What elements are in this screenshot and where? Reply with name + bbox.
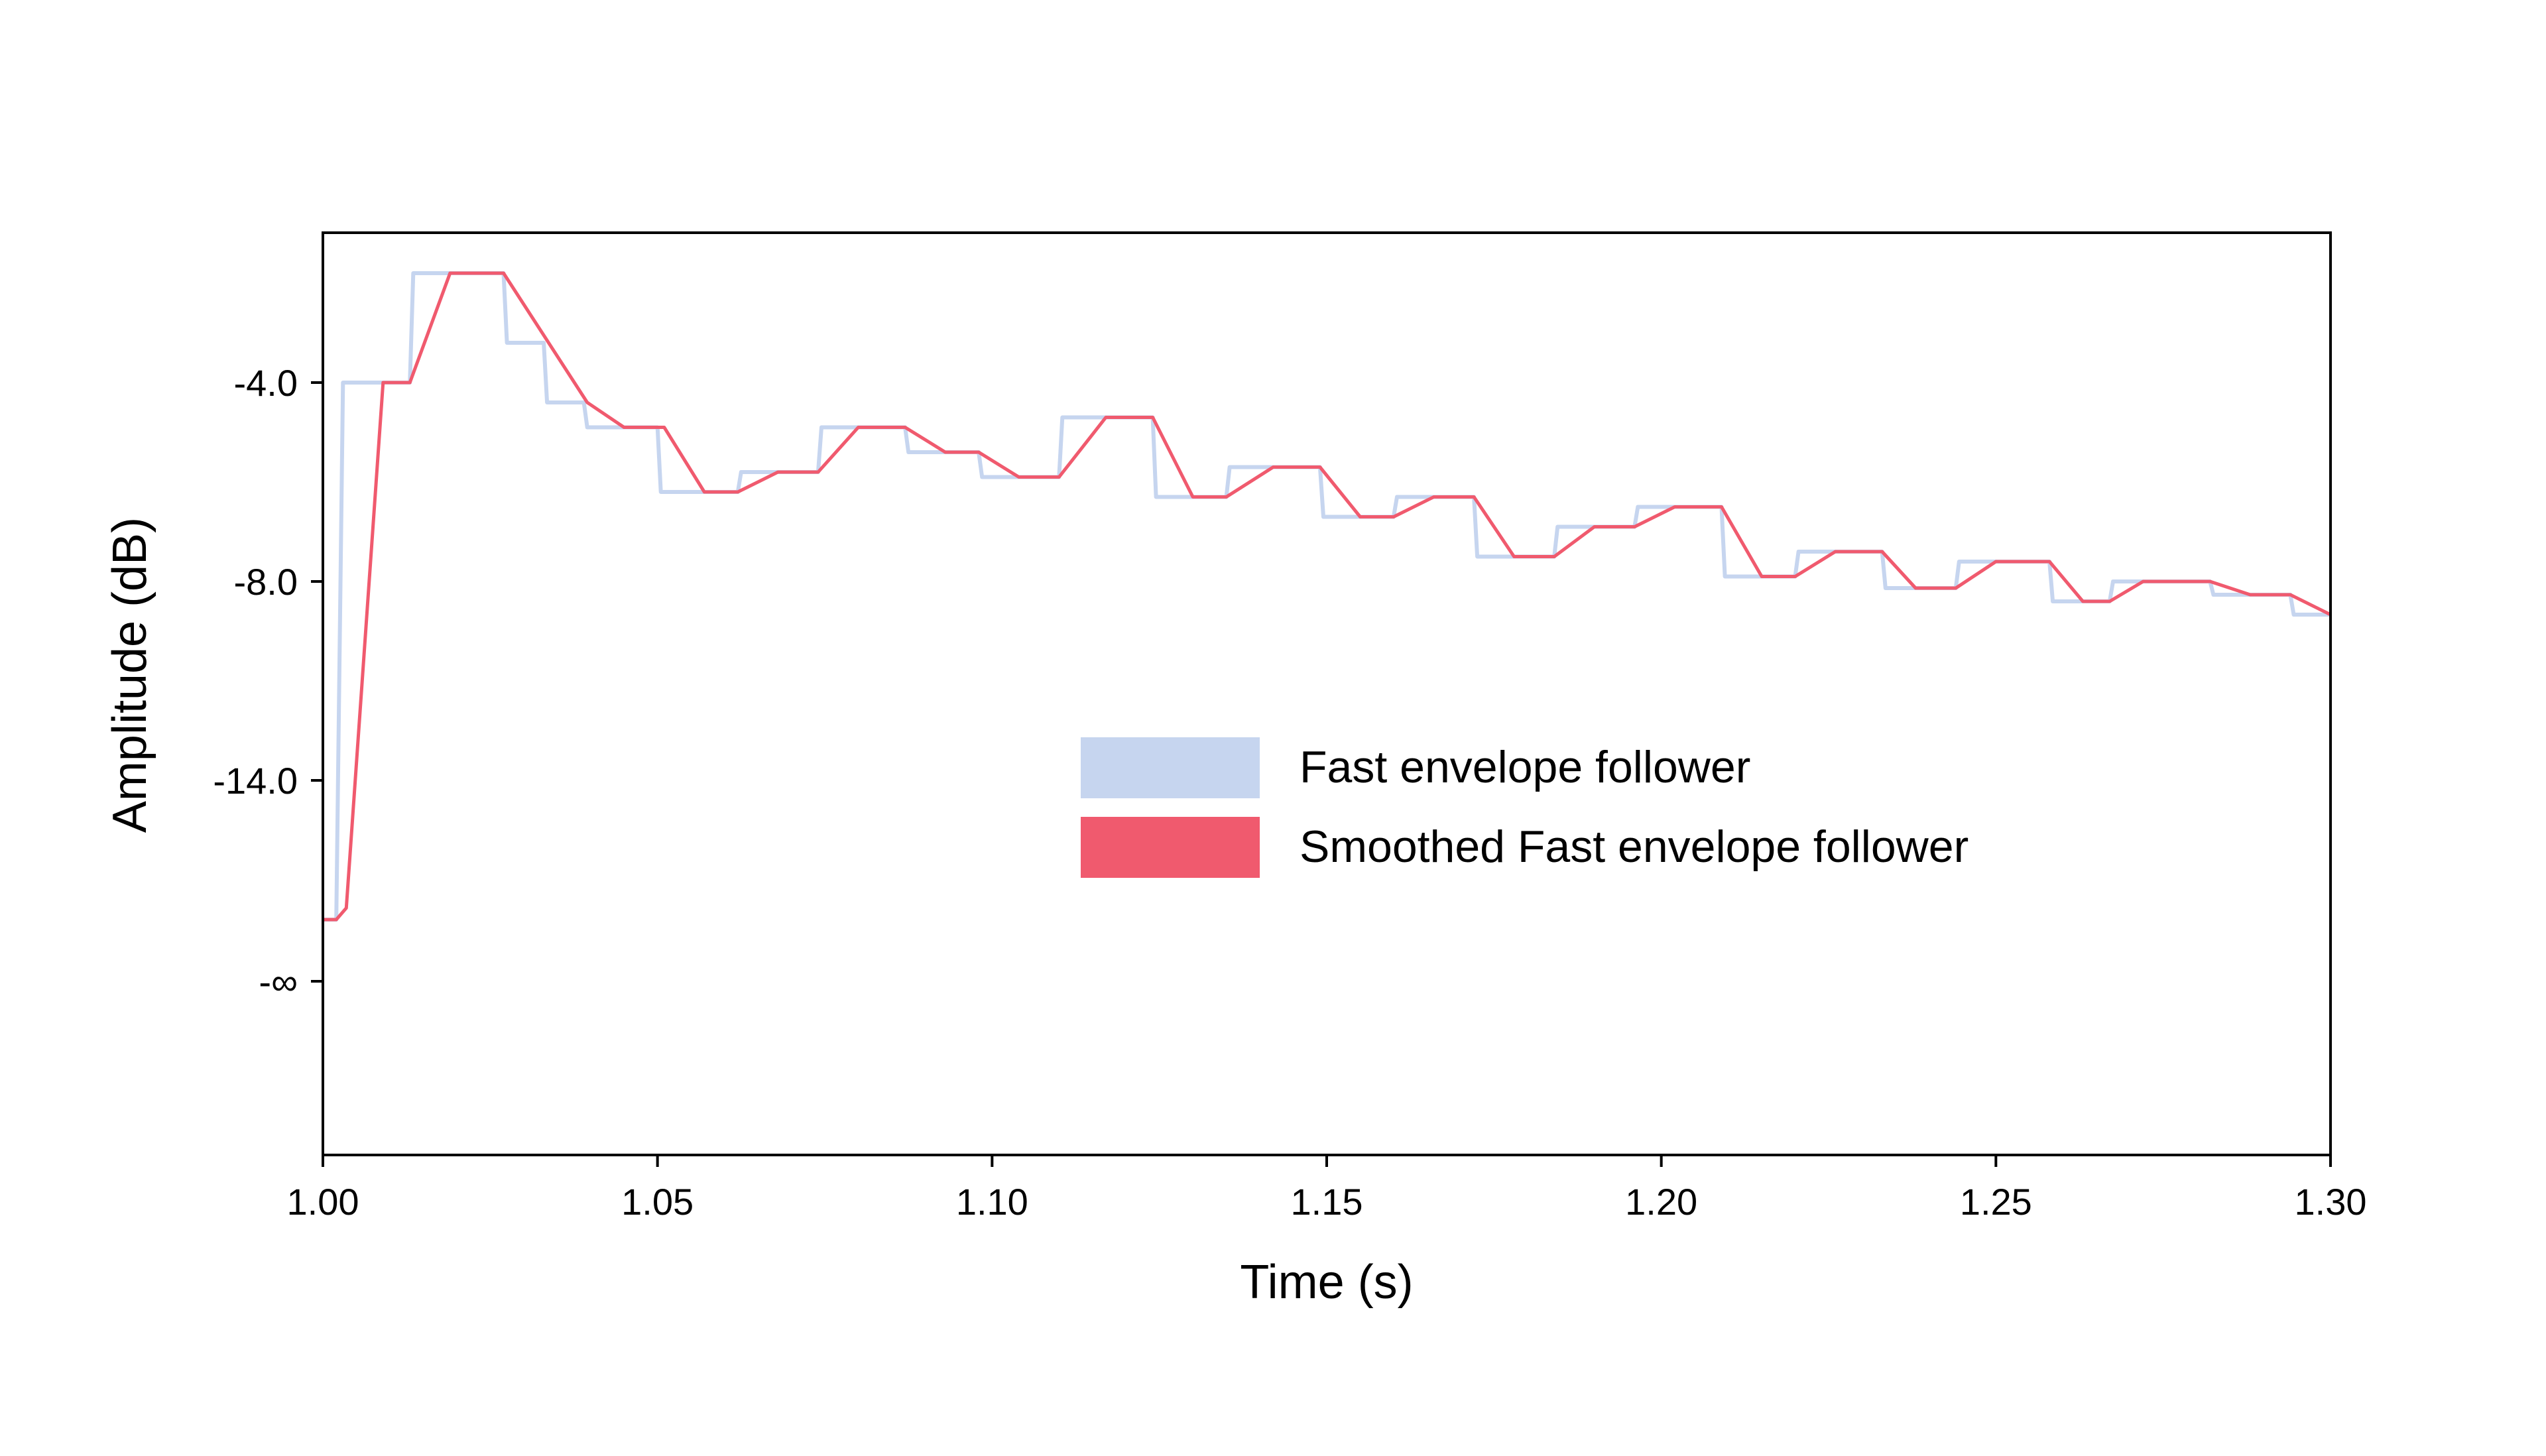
legend-label-1: Fast envelope follower: [1300, 742, 1750, 792]
series-group: [323, 271, 2331, 922]
legend-label-2: Smoothed Fast envelope follower: [1300, 821, 1969, 872]
x-tick-label: 1.10: [956, 1181, 1028, 1223]
x-tick-label: 1.05: [621, 1181, 694, 1223]
legend: Fast envelope follower Smoothed Fast enve…: [1081, 737, 1969, 878]
x-axis-label: Time (s): [1240, 1256, 1413, 1309]
y-tick-label: -8.0: [234, 561, 298, 603]
y-tick-label: -4.0: [234, 362, 298, 404]
legend-swatch-2: [1081, 817, 1260, 878]
x-tick-label: 1.25: [1960, 1181, 2032, 1223]
x-tick-label: 1.00: [287, 1181, 359, 1223]
y-tick-label: -14.0: [213, 760, 298, 802]
x-tick-label: 1.30: [2295, 1181, 2367, 1223]
x-tick-label: 1.15: [1291, 1181, 1363, 1223]
y-axis-label: Amplitude (dB): [103, 517, 156, 833]
series-line-2: [323, 271, 2331, 922]
x-tick-label: 1.20: [1625, 1181, 1697, 1223]
legend-swatch-1: [1081, 737, 1260, 798]
plot-frame: [322, 231, 2332, 1156]
y-tick-label: -∞: [259, 961, 298, 1002]
